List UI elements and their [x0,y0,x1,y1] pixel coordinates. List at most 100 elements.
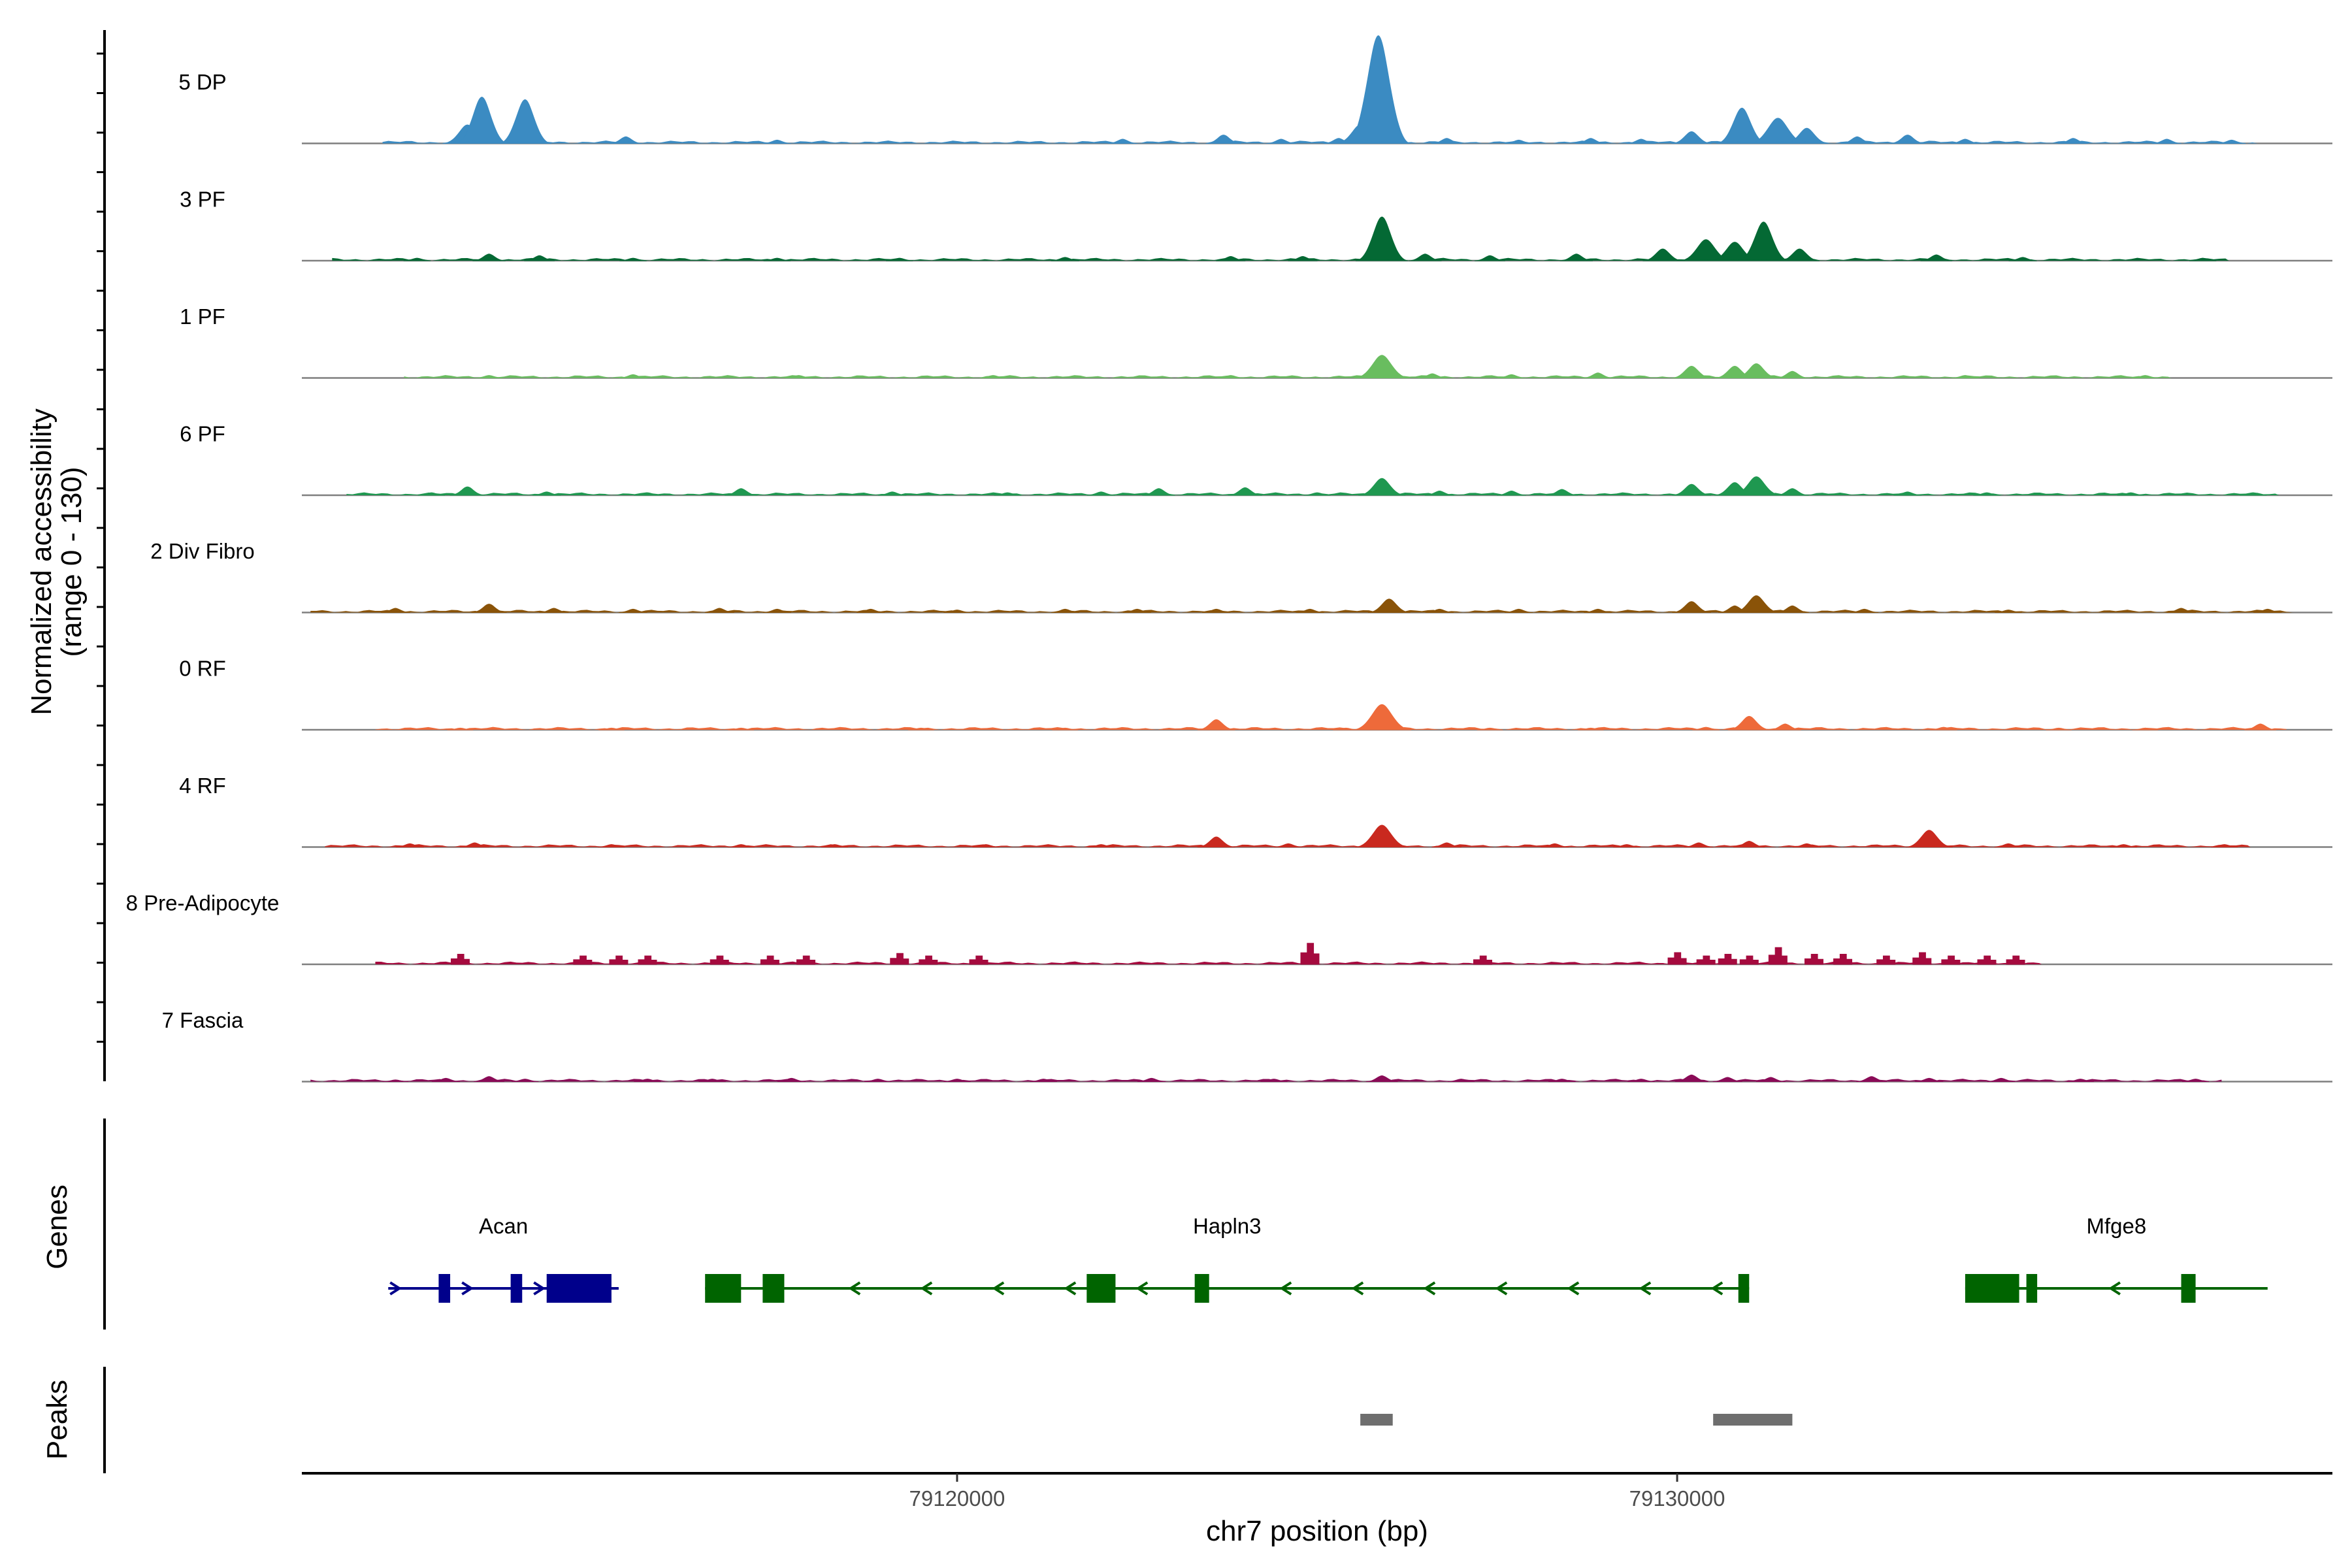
exon [1194,1274,1209,1303]
track-label: 3 PF [180,188,225,212]
coverage-noise [346,492,2279,495]
strand-arrow [1351,1281,1364,1296]
strand-arrow [1135,1281,1149,1296]
coverage-peak [1684,842,1714,847]
track-2-div-fibro [302,595,2332,613]
exon [438,1274,451,1303]
peaks-panel [1360,1414,1793,1426]
coverage-peak [1354,355,1410,378]
coverage-peak [609,136,643,144]
coverage-peak [1912,952,1932,965]
coverage-peak [1941,955,1961,965]
strand-arrow [848,1281,861,1296]
strand-arrow [461,1281,474,1296]
exon [705,1274,742,1303]
track-4-rf [302,825,2332,848]
strand-arrow [389,1281,402,1296]
coverage-peak [1739,955,1759,965]
exon [762,1274,785,1303]
track-label: 1 PF [180,304,225,329]
coverage-tracks [302,35,2332,1083]
track-label: 2 Div Fibro [150,539,255,563]
track-3-pf [302,216,2332,262]
coverage-peak [760,955,779,965]
gene-label: Acan [479,1214,528,1238]
exon [1738,1274,1750,1303]
coverage-peak [498,99,551,144]
strand-arrow [533,1281,546,1296]
coverage-peak [1354,825,1409,847]
strand-arrow [1710,1281,1723,1296]
coverage-peak [1352,704,1412,730]
coverage-noise [404,375,2172,378]
coverage-noise [332,257,2229,261]
coverage-peak [890,953,909,965]
coverage-peak [609,955,629,965]
exon [510,1274,523,1303]
x-tick-label: 79120000 [909,1486,1005,1511]
strand-arrow [992,1281,1005,1296]
coverage-peak [1671,131,1712,144]
track-label: 0 RF [179,657,226,681]
gene-hapln3: Hapln3 [705,1214,1750,1303]
coverage-peak [1737,221,1789,261]
coverage-peak [472,253,506,261]
coverage-peak [1768,947,1788,965]
gene-mfge8: Mfge8 [1965,1214,2268,1303]
coverage-noise [310,1079,2222,1082]
gene-acan: Acan [388,1214,619,1303]
track-1-pf [302,355,2332,379]
track-6-pf [302,476,2332,497]
coverage-peak [1776,488,1809,496]
coverage-noise [375,727,2287,730]
coverage-peak [1667,952,1687,965]
y-axis-title: Normalized accessibility [25,408,57,715]
strand-arrow [1064,1281,1077,1296]
peaks-panel-label: Peaks [41,1380,73,1460]
coverage-noise [310,610,2294,613]
strand-arrow [920,1281,933,1296]
strand-arrow [1423,1281,1436,1296]
coverage-peak [1718,954,1737,965]
coverage-peak [1784,127,1829,144]
y-axis-spines [97,30,106,1473]
coverage-peak [449,486,485,496]
track-7-fascia [302,1074,2332,1083]
coverage-peak [1776,370,1809,378]
x-axis: 79120000 79130000 [302,1472,2332,1511]
exon [1965,1274,2019,1303]
coverage-peak [1804,954,1823,965]
track-label: 8 Pre-Adipocyte [126,891,280,915]
coverage-noise [375,961,2042,964]
gene-label: Hapln3 [1193,1214,1262,1238]
track-label: 6 PF [180,422,225,446]
gene-annotation-panel: Acan Hapln3 Mfge8 [388,1214,2268,1303]
track-label: 5 DP [178,70,226,94]
coverage-noise [382,140,2258,144]
strand-arrow [1279,1281,1292,1296]
strand-arrow [1639,1281,1652,1296]
coverage-peak [1300,943,1320,965]
coverage-peak [450,954,470,965]
strand-arrow [2108,1281,2121,1296]
track-5-dp [302,35,2332,144]
track-8-pre-adipocyte [302,943,2332,966]
coverage-peak [1367,598,1411,613]
track-0-rf [302,704,2332,731]
strand-arrow [1567,1281,1580,1296]
exon [546,1274,612,1303]
coverage-peak [1355,216,1409,261]
exon [2181,1274,2196,1303]
coverage-peak [1582,372,1614,378]
gene-label: Mfge8 [2087,1214,2147,1238]
coverage-peak [1716,107,1768,144]
track-label: 4 RF [179,774,226,798]
coverage-peak [1197,836,1235,847]
y-axis-title-range: (range 0 - 130) [56,466,88,657]
coverage-peak [1905,830,1953,847]
strand-arrow [1495,1281,1508,1296]
x-axis-title: chr7 position (bp) [1206,1515,1428,1547]
coverage-peak [2006,955,2025,965]
y-axis-title-line2: (range 0 - 130) [56,466,88,657]
